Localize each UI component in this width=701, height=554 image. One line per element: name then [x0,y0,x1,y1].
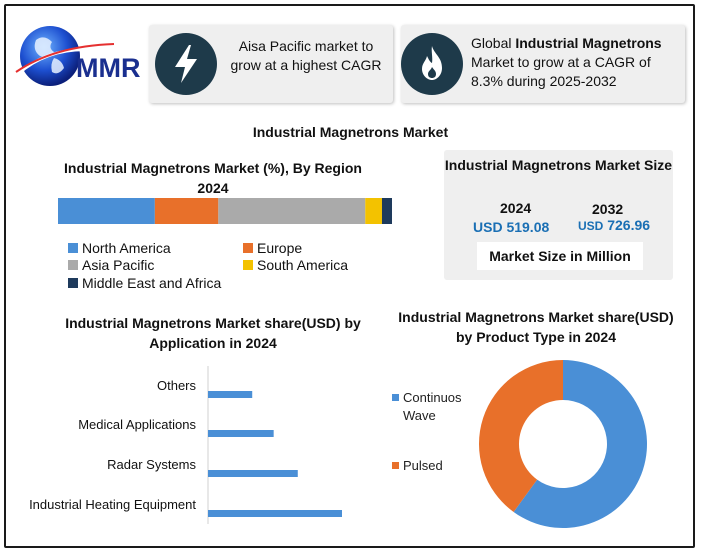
legend-swatch [243,243,253,253]
application-tick-label: Medical Applications [78,417,196,432]
donut-legend-swatch [392,394,399,401]
region-segment-middle-east-and-africa [381,198,392,224]
region-segment-europe [154,198,219,224]
legend-south-america: South America [243,257,348,273]
highlight-icon-circle [401,33,463,95]
region-segment-north-america [58,198,155,224]
highlight-text-global: Global Industrial Magnetrons Market to g… [471,34,681,91]
legend-label: Europe [257,240,303,256]
region-chart-title: Industrial Magnetrons Market (%), By Reg… [64,160,362,196]
year-2024: 2024 [500,200,532,216]
application-bar-others [208,391,253,398]
legend-swatch [243,260,253,270]
value-2024: USD 519.08 [473,219,549,235]
donut-slice-continuos-wave [513,360,647,528]
highlight-bold: Industrial Magnetrons [515,35,662,51]
donut-legend-label: Continuos Wave [403,390,462,423]
infographic-frame [4,4,695,548]
legend-label: North America [82,240,171,256]
market-size-card: Industrial Magnetrons Market Size 2024 U… [444,150,673,280]
highlight-card-cagr-region: Aisa Pacific market to grow at a highest… [149,25,393,103]
legend-swatch [68,278,78,288]
product-type-donut-chart: Continuos Wave Pulsed [392,360,647,528]
year-2032: 2032 [592,201,624,217]
mmr-logo: MMR [15,26,140,86]
application-tick-label: Radar Systems [107,457,196,472]
legend-label: Asia Pacific [82,257,155,273]
application-bar-medical-applications [208,430,274,437]
logo-text: MMR [76,53,140,83]
lightning-icon [175,45,197,83]
legend-asia-pacific: Asia Pacific [68,257,154,273]
value-2032-number: 726.96 [607,217,651,233]
main-title: Industrial Magnetrons Market [252,124,449,140]
donut-slice-pulsed [479,360,563,512]
product-type-chart-title: Industrial Magnetrons Market share(USD) … [398,309,674,345]
application-bar-radar-systems [208,470,298,477]
legend-swatch [68,260,78,270]
legend-middle-east-africa: Middle East and Africa [68,275,221,291]
application-tick-label: Others [157,378,197,393]
legend-europe: Europe [243,240,302,256]
region-segment-south-america [365,198,382,224]
region-segment-asia-pacific [218,198,366,224]
donut-legend-label: Pulsed [403,458,443,473]
highlight-text-region: Aisa Pacific market to grow at a highest… [230,38,382,73]
highlight-icon-circle [155,33,217,95]
legend-label: Middle East and Africa [82,275,222,291]
donut-legend-swatch [392,462,399,469]
legend-swatch [68,243,78,253]
legend-label: South America [257,257,349,273]
value-2032: USD 726.96 [578,217,650,233]
value-2024-prefix: USD [473,219,503,235]
application-chart-title: Industrial Magnetrons Market share(USD) … [65,315,361,351]
highlight-card-global-cagr: Global Industrial Magnetrons Market to g… [401,25,685,103]
highlight-suffix: Market to grow at a CAGR of 8.3% during … [471,54,651,89]
market-size-unit: Market Size in Million [477,242,643,270]
market-size-title: Industrial Magnetrons Market Size [444,157,673,173]
legend-north-america: North America [68,240,171,256]
value-2032-prefix: USD [578,219,604,233]
application-bar-industrial-heating-equipment [208,510,342,517]
highlight-prefix: Global [471,35,516,51]
application-bar-chart: Others Medical Applications Radar Systems I… [29,366,342,524]
application-tick-label: Industrial Heating Equipment [29,497,196,512]
region-stacked-bar [58,198,392,224]
flame-icon [422,46,442,80]
value-2024-number: 519.08 [506,219,550,235]
